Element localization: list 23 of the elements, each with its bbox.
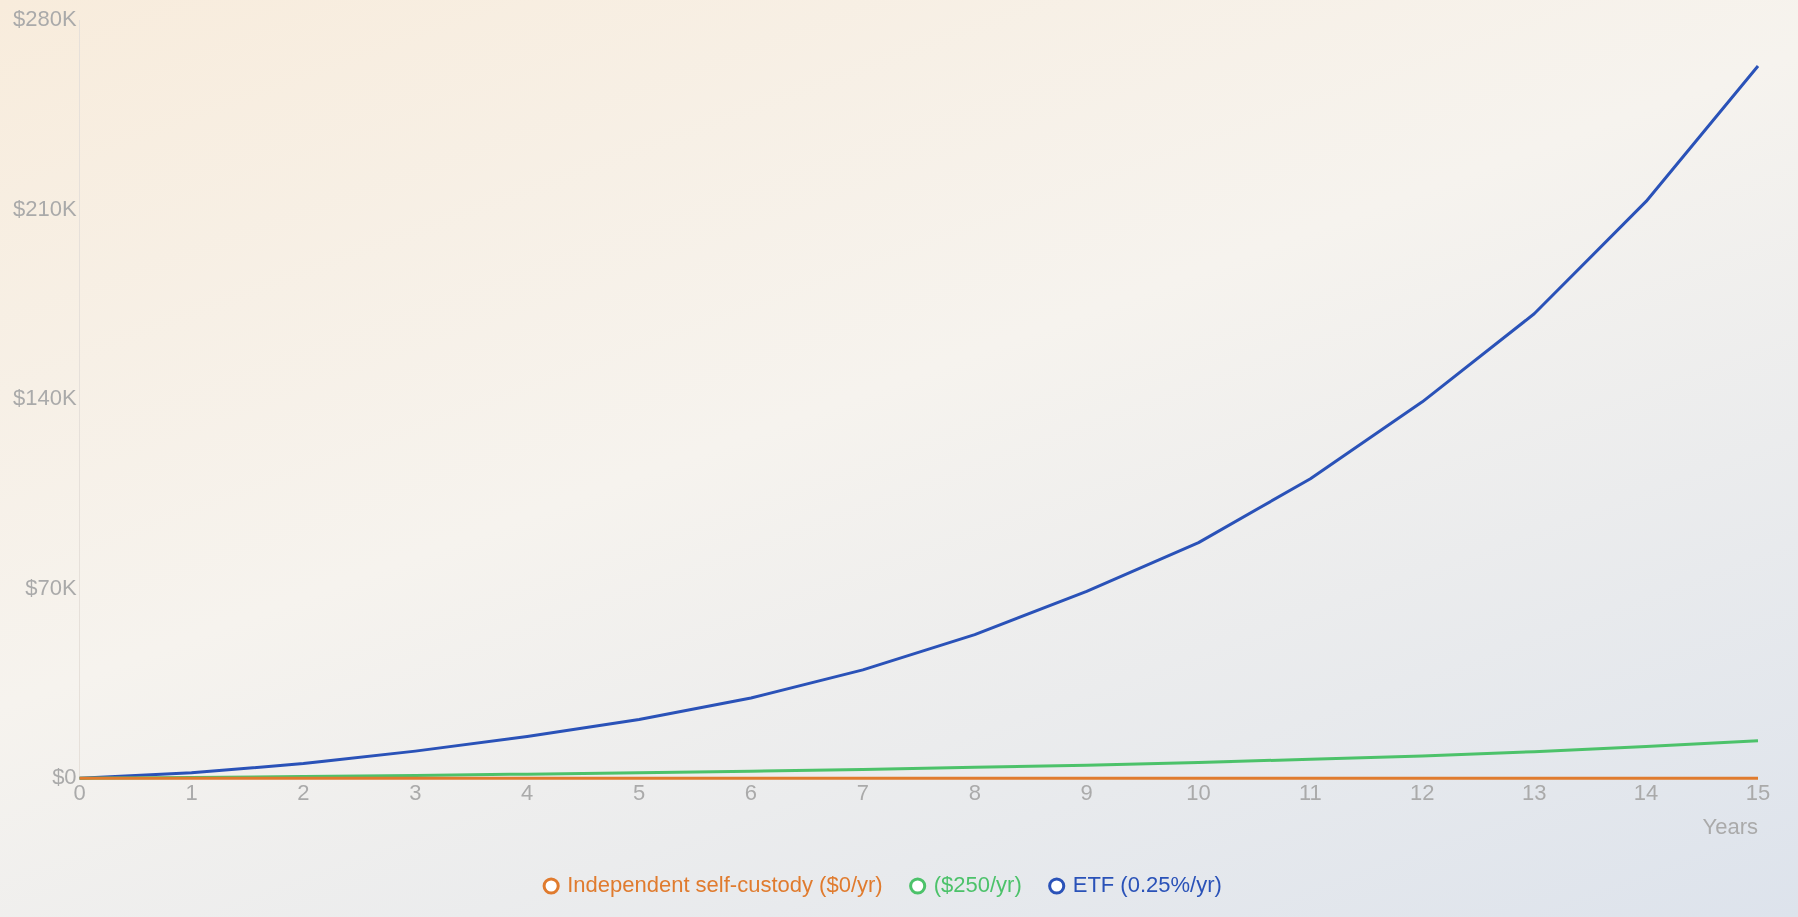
x-tick-label: 14 <box>1633 780 1659 806</box>
legend-label: ETF (0.25%/yr) <box>1072 872 1222 898</box>
x-tick-label: 13 <box>1521 780 1547 806</box>
x-tick-label: 3 <box>409 780 422 806</box>
x-tick-label: 9 <box>1080 780 1093 806</box>
x-tick-label: 10 <box>1186 780 1211 806</box>
y-tick-label: $140K <box>12 385 77 411</box>
x-tick-label: 8 <box>968 780 981 806</box>
x-axis-title: Years <box>1702 813 1758 839</box>
y-tick-label: $280K <box>12 6 77 32</box>
x-tick-label: 6 <box>744 780 758 806</box>
x-tick-label: 1 <box>185 780 198 806</box>
x-tick-label: 2 <box>297 780 310 806</box>
x-tick-label: 5 <box>632 780 646 806</box>
legend-label: ($250/yr) <box>933 872 1022 898</box>
legend-label: Independent self-custody ($0/yr) <box>567 872 883 898</box>
y-tick-label: $210K <box>12 195 77 221</box>
x-tick-label: 4 <box>521 780 534 806</box>
y-tick-label: $70K <box>25 574 77 600</box>
x-tick-label: 12 <box>1410 780 1435 806</box>
x-tick-label: 11 <box>1299 780 1322 806</box>
x-tick-label: 15 <box>1745 780 1771 806</box>
x-tick-label: 7 <box>856 780 869 806</box>
